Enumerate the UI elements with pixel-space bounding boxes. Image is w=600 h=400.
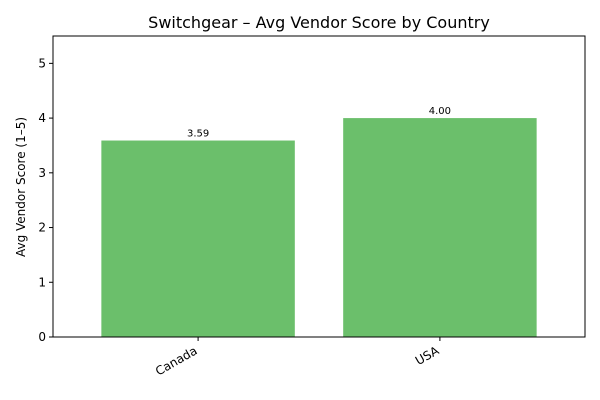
y-tick-label: 2 <box>38 221 46 235</box>
plot-area: 3.59 4.00 0 1 2 3 4 5 Canada USA <box>38 35 586 378</box>
x-tick-label-usa: USA <box>413 343 442 368</box>
data-label-usa: 4.00 <box>429 106 451 117</box>
chart-title: Switchgear – Avg Vendor Score by Country <box>148 13 490 32</box>
y-tick-label: 5 <box>38 56 46 70</box>
y-tick-label: 3 <box>38 166 46 180</box>
plot-frame <box>52 35 586 338</box>
data-label-canada: 3.59 <box>187 129 209 140</box>
y-tick-label: 0 <box>38 330 46 344</box>
x-tick-label-canada: Canada <box>153 343 200 378</box>
bar-usa <box>343 118 537 337</box>
bar-canada <box>101 140 295 337</box>
y-axis-label: Avg Vendor Score (1–5) <box>14 117 28 257</box>
y-tick-label: 4 <box>38 111 46 125</box>
y-tick-label: 1 <box>38 275 46 289</box>
